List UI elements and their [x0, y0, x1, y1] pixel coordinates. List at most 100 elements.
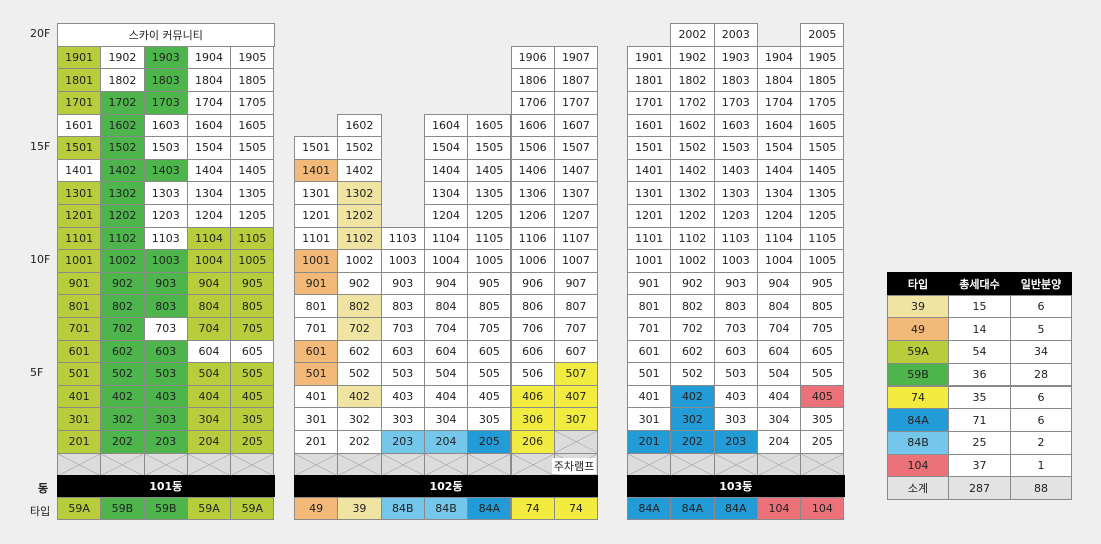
unit-cell: 1405: [467, 158, 512, 183]
unit-cell: 605: [800, 339, 845, 364]
summary-total-cell: 25: [948, 430, 1011, 455]
summary-general-cell: 6: [1010, 294, 1072, 319]
unit-cell: 903: [143, 271, 188, 296]
unit-cell: 601: [627, 339, 672, 364]
unit-cell: 401: [627, 384, 672, 409]
unit-cell: 1502: [337, 136, 382, 160]
unit-cell: 1202: [100, 204, 145, 228]
unit-cell: 303: [143, 407, 188, 431]
unit-cell: 1501: [57, 136, 102, 160]
unit-cell: 203: [713, 430, 758, 454]
unit-cell: 1603: [143, 113, 188, 138]
unit-cell: 1705: [230, 91, 275, 115]
type-cell: 84A: [627, 497, 672, 520]
unit-cell: 603: [143, 339, 188, 364]
summary-general-cell: 2: [1010, 430, 1072, 455]
unit-cell: 902: [100, 271, 145, 296]
summary-subtotal-cell: 287: [948, 476, 1011, 500]
unit-cell: 1701: [57, 91, 102, 115]
summary-header-cell: 총세대수: [948, 272, 1011, 296]
pilotis-cell: [467, 452, 512, 477]
unit-cell: 1801: [627, 68, 672, 92]
unit-cell: 905: [467, 271, 512, 296]
unit-cell: 804: [423, 294, 469, 318]
unit-cell: 904: [186, 271, 232, 296]
unit-cell: 1003: [143, 249, 188, 273]
pilotis-cell: [423, 452, 469, 477]
unit-cell: 903: [380, 271, 425, 296]
summary-type-cell: 49: [887, 317, 949, 342]
unit-cell: 1704: [186, 91, 232, 115]
floor-label: 15F: [30, 140, 51, 154]
unit-cell: 1703: [143, 91, 188, 115]
unit-cell: 1706: [510, 91, 555, 115]
unit-cell: 705: [467, 317, 512, 341]
unit-cell: 1802: [670, 68, 715, 92]
unit-cell: 1205: [467, 204, 512, 228]
unit-cell: 502: [670, 362, 715, 386]
unit-cell: 1903: [143, 45, 188, 70]
unit-cell: 802: [100, 294, 145, 318]
unit-cell: 1401: [294, 158, 339, 183]
unit-cell: 1903: [713, 45, 758, 70]
unit-cell: 2003: [713, 23, 758, 47]
unit-cell: 805: [800, 294, 845, 318]
unit-cell: 2002: [670, 23, 715, 47]
unit-cell: 204: [186, 430, 232, 454]
unit-cell: 703: [380, 317, 425, 341]
unit-cell: 1407: [553, 158, 599, 183]
unit-cell: 1005: [467, 249, 512, 273]
pilotis-cell: [337, 452, 382, 477]
unit-cell: 202: [337, 430, 382, 454]
unit-cell: 1604: [756, 113, 802, 138]
unit-cell: 1505: [230, 136, 275, 160]
pilotis-cell: [627, 452, 672, 477]
unit-cell: 402: [670, 384, 715, 409]
unit-cell: 1204: [423, 204, 469, 228]
unit-cell: 1207: [553, 204, 599, 228]
unit-cell: 306: [510, 407, 555, 431]
type-cell: 74: [510, 497, 555, 520]
unit-cell: 1307: [553, 181, 599, 205]
unit-cell: 1504: [186, 136, 232, 160]
type-cell: 59A: [186, 497, 232, 520]
unit-cell: 907: [553, 271, 599, 296]
unit-cell: 1102: [670, 226, 715, 251]
unit-cell: 1503: [143, 136, 188, 160]
unit-cell: 1403: [143, 158, 188, 183]
unit-cell: 701: [627, 317, 672, 341]
pilotis-cell: [57, 452, 102, 477]
unit-cell: 601: [294, 339, 339, 364]
pilotis-cell: [230, 452, 275, 477]
unit-cell: 507: [553, 362, 599, 386]
unit-cell: 505: [800, 362, 845, 386]
unit-cell: 301: [294, 407, 339, 431]
unit-cell: 505: [230, 362, 275, 386]
type-cell: 49: [294, 497, 339, 520]
unit-cell: 602: [337, 339, 382, 364]
unit-cell: 204: [423, 430, 469, 454]
unit-cell: 1603: [713, 113, 758, 138]
unit-cell: 1404: [423, 158, 469, 183]
summary-header-cell: 일반분양: [1010, 272, 1072, 296]
unit-cell: 803: [713, 294, 758, 318]
unit-cell: 1101: [57, 226, 102, 251]
floor-label: 5F: [30, 366, 44, 380]
unit-cell: 1003: [713, 249, 758, 273]
unit-cell: 1305: [230, 181, 275, 205]
unit-cell: 1902: [100, 45, 145, 70]
unit-cell: 1906: [510, 45, 555, 70]
unit-cell: 705: [230, 317, 275, 341]
unit-cell: 901: [294, 271, 339, 296]
unit-cell: 1302: [100, 181, 145, 205]
unit-cell: 702: [670, 317, 715, 341]
type-cell: 39: [337, 497, 382, 520]
unit-cell: 901: [57, 271, 102, 296]
unit-cell: 601: [57, 339, 102, 364]
unit-cell: 804: [756, 294, 802, 318]
unit-cell: 1203: [143, 204, 188, 228]
unit-cell: 1201: [294, 204, 339, 228]
pilotis-cell: [713, 452, 758, 477]
type-cell: 59A: [230, 497, 275, 520]
unit-cell: 304: [756, 407, 802, 431]
